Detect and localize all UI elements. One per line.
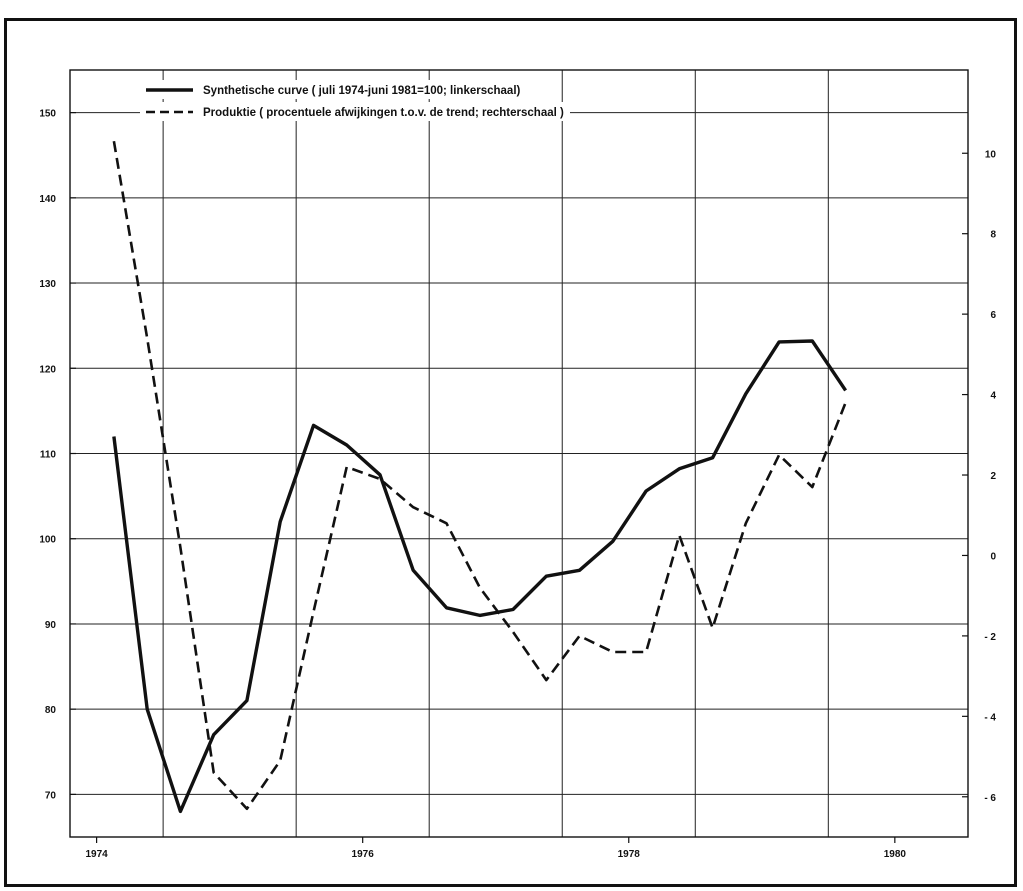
legend-label: Produktie ( procentuele afwijkingen t.o.…: [203, 107, 564, 119]
left-axis-tick-label: 90: [45, 620, 57, 631]
right-axis-tick-label: 6: [990, 310, 996, 321]
right-axis-tick-label: - 4: [984, 712, 996, 723]
right-axis-tick-label: 2: [990, 471, 996, 482]
x-axis-tick-label: 1980: [884, 849, 907, 860]
x-axis-tick-label: 1978: [618, 849, 641, 860]
x-axis-tick-label: 1974: [85, 849, 108, 860]
right-axis-tick-label: - 6: [984, 793, 996, 804]
left-axis-tick-label: 130: [39, 279, 56, 290]
legend-background: [140, 102, 571, 121]
left-axis-tick-label: 150: [39, 109, 56, 120]
legend-background: [140, 80, 527, 99]
grid-layer: [70, 70, 968, 837]
right-axis-tick-label: 4: [990, 391, 996, 402]
legend: Synthetische curve ( juli 1974-juni 1981…: [140, 80, 571, 121]
left-axis-tick-label: 120: [39, 364, 56, 375]
synthetische-curve-line: [112, 339, 848, 814]
left-axis-tick-label: 110: [40, 450, 57, 461]
produktie-line: [112, 140, 847, 811]
right-axis-tick-label: 10: [985, 149, 997, 160]
left-axis-tick-label: 80: [45, 705, 57, 716]
x-axis-tick-label: 1976: [352, 849, 375, 860]
series-layer: [112, 140, 848, 814]
right-axis-tick-label: 8: [990, 230, 996, 241]
left-axis-tick-label: 100: [39, 535, 56, 546]
right-axis-tick-label: - 2: [984, 632, 996, 643]
left-axis-tick-label: 70: [45, 790, 57, 801]
chart-frame: [4, 18, 1017, 887]
right-axis-tick-label: 0: [990, 551, 996, 562]
legend-label: Synthetische curve ( juli 1974-juni 1981…: [203, 85, 521, 97]
tick-layer: 70 80 90 100 110 120 130 140 150 - 6 - 4 - 2 0 2 4 6 8 10…: [39, 109, 996, 860]
left-axis-tick-label: 140: [39, 194, 56, 205]
